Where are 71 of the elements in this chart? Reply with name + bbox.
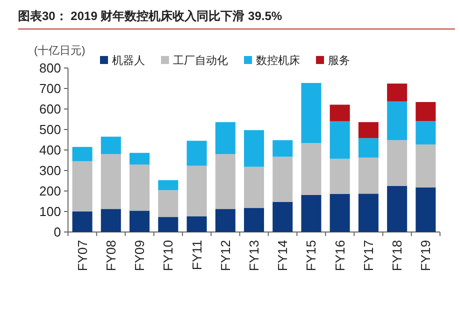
bar [387,101,408,140]
bar [100,209,121,232]
y-tick-label: 200 [39,184,61,198]
x-tick-label: FY10 [160,240,176,272]
x-tick-label: FY09 [132,240,148,272]
bar [416,144,436,188]
y-tick-label: 500 [39,122,61,137]
bar [72,161,92,212]
bar [358,138,378,158]
bar [387,140,408,186]
title: 图表30： 2019 财年数控机床收入同比下滑 39.5% [18,9,282,23]
bar [215,209,236,232]
y-tick-label: 300 [39,163,61,178]
bar [215,154,236,210]
bar [387,186,408,232]
bar [158,180,178,190]
x-tick-label: FY11 [189,240,204,270]
bar [130,164,150,211]
bar [244,130,264,167]
bar [186,140,207,166]
x-tick-label: FY16 [332,240,348,272]
x-tick-label: FY08 [103,240,118,272]
bar [130,210,150,232]
y-tick-label: 0 [54,224,61,240]
bar [244,208,264,232]
y-tick-label: 400 [39,142,61,158]
bar [301,143,322,195]
bar [186,216,207,232]
x-tick-label: FY14 [275,240,290,272]
bar [272,156,293,202]
bar [272,140,293,157]
legend-label: 数控机床 [256,54,300,67]
bar [186,166,207,216]
x-tick-label: FY19 [418,240,434,272]
bar [158,217,178,232]
bar [100,154,121,210]
legend-label: 机器人 [112,55,145,67]
bar [130,152,150,165]
bar [301,82,322,144]
bar [330,158,350,194]
bar [244,166,264,208]
bar [416,188,436,232]
x-tick-label: FY13 [246,240,262,272]
bar [215,122,236,154]
bar [301,194,322,232]
bar [416,121,436,144]
x-tick-label: FY18 [390,240,405,272]
y-tick-label: 600 [39,102,61,116]
legend-label: 服务 [328,55,350,67]
bar [330,121,350,159]
bar [358,194,378,232]
bar [358,122,378,138]
bar [100,136,121,154]
bar [330,194,350,232]
y-tick-label: 800 [39,60,61,76]
x-tick-label: FY07 [74,240,90,272]
bar [72,146,92,162]
bar [330,104,350,122]
bar [416,102,436,122]
y-tick-label: 100 [39,204,61,219]
y-tick-label: 700 [39,81,61,96]
bar [72,212,92,232]
bar [387,84,408,102]
y-axis-title: (十亿日元) [34,44,86,57]
bar [158,190,178,218]
bar [358,158,378,194]
x-tick-label: FY12 [218,240,233,272]
bar [272,202,293,232]
legend-label: 工厂自动化 [173,55,228,67]
x-tick-label: FY17 [360,240,376,272]
x-tick-label: FY15 [304,240,319,272]
